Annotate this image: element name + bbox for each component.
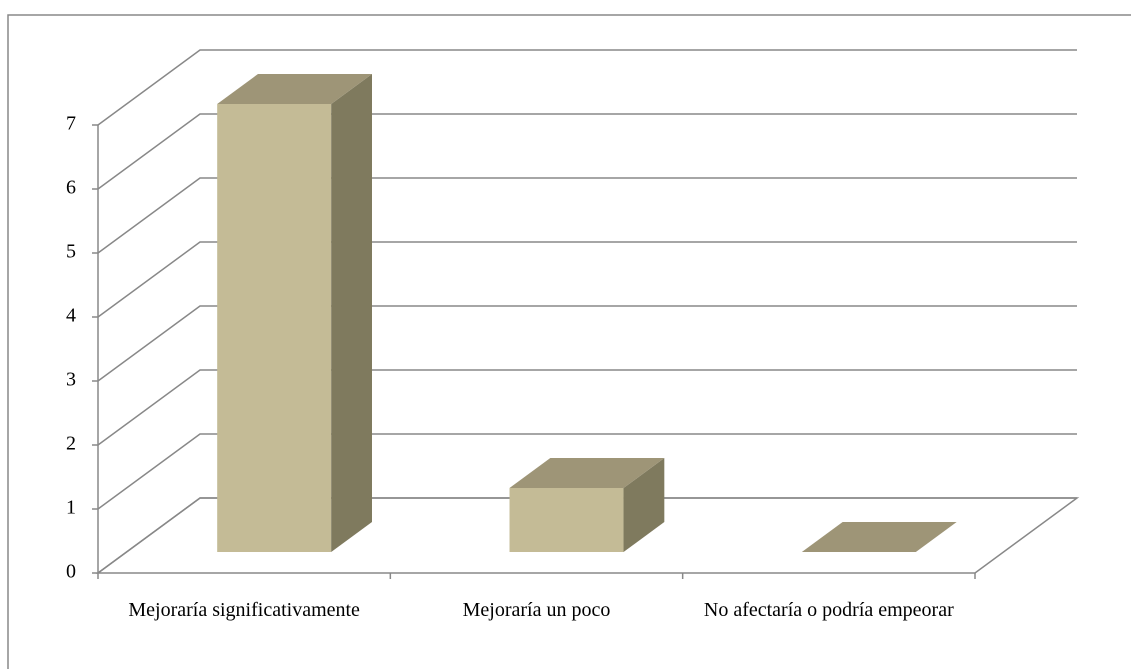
y-tick-label: 5 [66, 241, 76, 263]
bar-top [217, 74, 372, 104]
x-tick-label: Mejoraría significativamente [128, 599, 360, 621]
y-tick-label: 7 [66, 113, 76, 135]
grid-line [97, 497, 1077, 574]
grid-line [97, 49, 1077, 126]
grid-line [97, 177, 1077, 254]
x-tick-label: No afectaría o podría empeorar [703, 599, 954, 621]
x-tick-label: Mejoraría un poco [462, 599, 611, 621]
y-tick-label: 0 [66, 561, 76, 583]
grid-line [97, 305, 1077, 382]
bar-side [331, 74, 372, 552]
grid-line [97, 369, 1077, 446]
grid-line [97, 433, 1077, 510]
y-tick-label: 6 [66, 177, 76, 199]
chart-frame [7, 14, 1131, 669]
bar-top [801, 522, 957, 552]
grid-line [97, 241, 1077, 318]
bar-side [623, 458, 665, 552]
bar-top [509, 458, 665, 488]
y-tick-label: 3 [66, 369, 76, 391]
y-tick-label: 2 [66, 433, 76, 455]
y-tick-label: 4 [66, 305, 76, 327]
bar-front [217, 104, 332, 552]
y-tick-label: 1 [66, 497, 76, 519]
grid-line [97, 113, 1077, 190]
bar-front [509, 488, 624, 552]
